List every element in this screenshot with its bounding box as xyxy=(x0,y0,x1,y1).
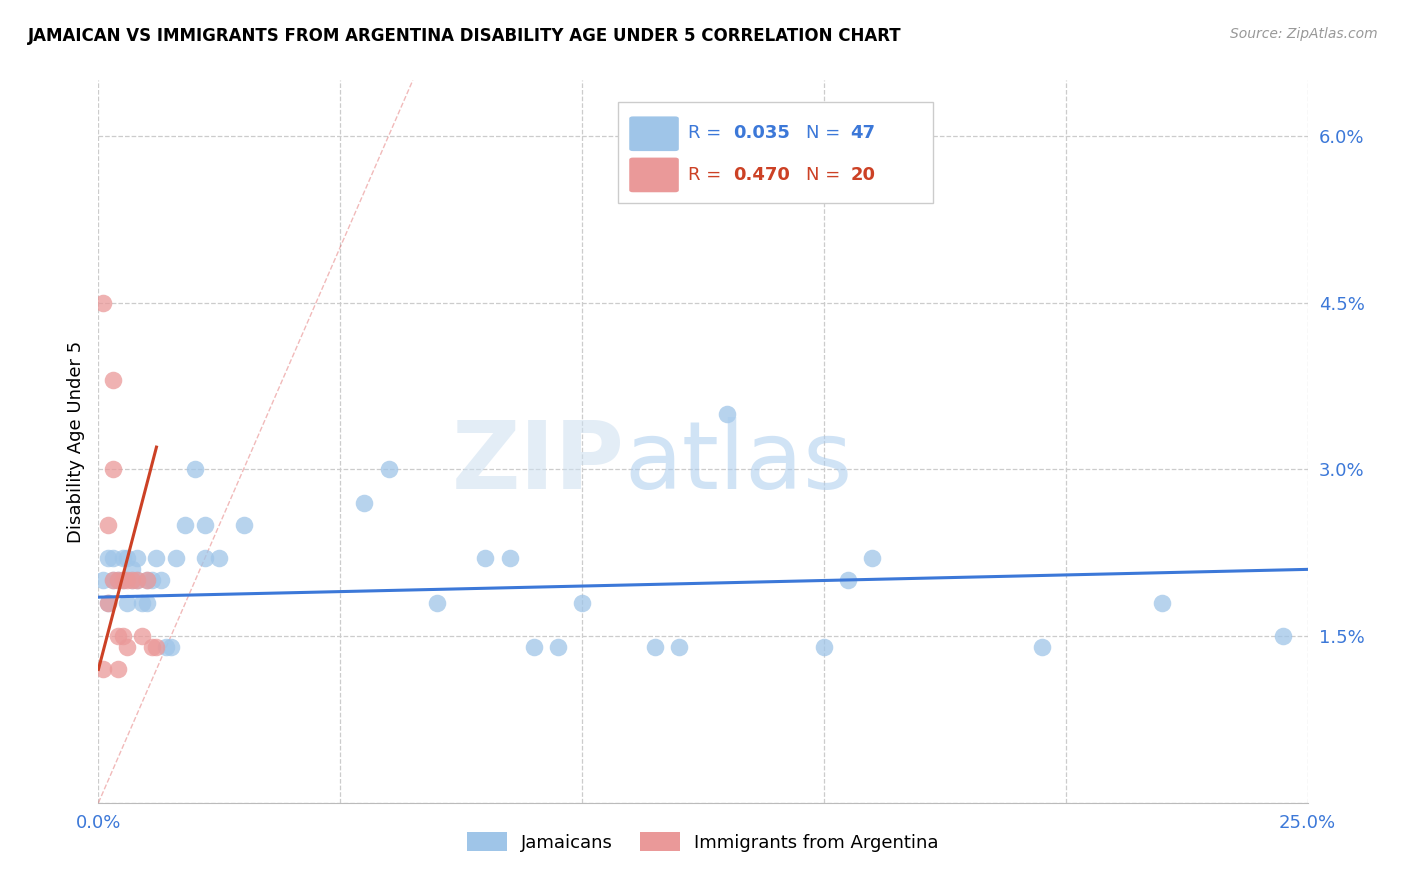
Point xyxy=(910,162,932,177)
Text: R =: R = xyxy=(689,166,727,184)
Point xyxy=(150,574,173,588)
Point xyxy=(91,662,114,676)
FancyBboxPatch shape xyxy=(630,117,679,151)
Point xyxy=(91,295,114,310)
Text: R =: R = xyxy=(689,124,727,142)
Point xyxy=(716,407,738,421)
Point xyxy=(97,517,120,532)
Point xyxy=(232,517,254,532)
Point xyxy=(135,596,157,610)
Point xyxy=(474,551,496,566)
Point xyxy=(155,640,177,655)
Point xyxy=(145,551,167,566)
Point xyxy=(184,462,207,476)
Point xyxy=(141,574,163,588)
Point xyxy=(127,574,149,588)
Point xyxy=(107,662,129,676)
Point xyxy=(1031,640,1053,655)
Point xyxy=(97,596,120,610)
Point xyxy=(860,551,883,566)
Point xyxy=(523,640,546,655)
Point xyxy=(668,640,690,655)
Point xyxy=(571,596,593,610)
Point xyxy=(194,517,217,532)
Point xyxy=(377,462,399,476)
Point xyxy=(111,629,134,643)
Point xyxy=(813,640,835,655)
Text: 0.470: 0.470 xyxy=(734,166,790,184)
Point xyxy=(174,517,197,532)
Point xyxy=(111,574,134,588)
Point xyxy=(117,574,139,588)
Point xyxy=(498,551,520,566)
Point xyxy=(107,574,129,588)
Point xyxy=(97,551,120,566)
Point xyxy=(121,562,143,576)
Point xyxy=(145,640,167,655)
Point xyxy=(127,551,149,566)
Text: Source: ZipAtlas.com: Source: ZipAtlas.com xyxy=(1230,27,1378,41)
Text: ZIP: ZIP xyxy=(451,417,624,509)
Point xyxy=(111,574,134,588)
Point xyxy=(837,574,859,588)
Point xyxy=(107,574,129,588)
Text: 47: 47 xyxy=(851,124,876,142)
Point xyxy=(165,551,187,566)
Point xyxy=(353,496,375,510)
Point xyxy=(131,629,153,643)
Point xyxy=(101,551,124,566)
Point xyxy=(131,596,153,610)
Point xyxy=(101,574,124,588)
Text: JAMAICAN VS IMMIGRANTS FROM ARGENTINA DISABILITY AGE UNDER 5 CORRELATION CHART: JAMAICAN VS IMMIGRANTS FROM ARGENTINA DI… xyxy=(28,27,901,45)
Point xyxy=(1272,629,1295,643)
Point xyxy=(547,640,569,655)
Point xyxy=(426,596,449,610)
Point xyxy=(107,629,129,643)
Point xyxy=(121,574,143,588)
Point xyxy=(160,640,183,655)
FancyBboxPatch shape xyxy=(619,102,932,203)
Point xyxy=(135,574,157,588)
Text: 0.035: 0.035 xyxy=(734,124,790,142)
Point xyxy=(117,640,139,655)
Point xyxy=(101,574,124,588)
Text: N =: N = xyxy=(806,124,846,142)
Text: N =: N = xyxy=(806,166,846,184)
Point xyxy=(117,551,139,566)
Legend: Jamaicans, Immigrants from Argentina: Jamaicans, Immigrants from Argentina xyxy=(460,825,946,859)
Text: atlas: atlas xyxy=(624,417,852,509)
Point xyxy=(97,596,120,610)
Point xyxy=(127,574,149,588)
Point xyxy=(141,640,163,655)
Point xyxy=(91,574,114,588)
Text: 20: 20 xyxy=(851,166,876,184)
Point xyxy=(1152,596,1174,610)
Point xyxy=(194,551,217,566)
Point xyxy=(101,373,124,387)
FancyBboxPatch shape xyxy=(630,158,679,193)
Y-axis label: Disability Age Under 5: Disability Age Under 5 xyxy=(66,341,84,542)
Point xyxy=(111,551,134,566)
Point xyxy=(644,640,666,655)
Point xyxy=(101,462,124,476)
Point xyxy=(135,574,157,588)
Point xyxy=(121,574,143,588)
Point xyxy=(208,551,231,566)
Point xyxy=(117,596,139,610)
